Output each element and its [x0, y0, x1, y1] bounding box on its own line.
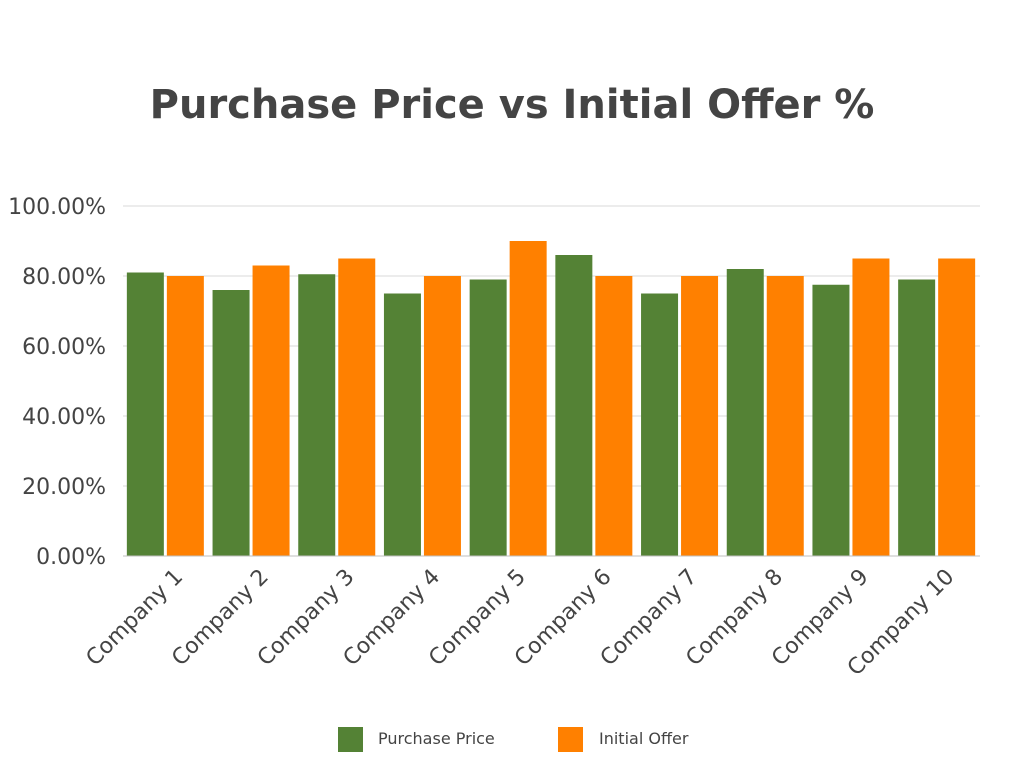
bars	[126, 241, 976, 556]
legend-swatch	[338, 727, 363, 752]
bar-purchase-price	[126, 272, 164, 556]
bar-purchase-price	[726, 269, 764, 556]
y-tick-label: 0.00%	[36, 545, 106, 570]
bar-initial-offer	[681, 276, 719, 556]
chart-title: Purchase Price vs Initial Offer %	[150, 82, 875, 128]
bar-purchase-price	[555, 255, 593, 556]
bar-purchase-price	[212, 290, 250, 556]
bar-purchase-price	[298, 274, 336, 556]
bar-purchase-price	[898, 279, 936, 556]
y-tick-label: 60.00%	[22, 335, 106, 360]
bar-initial-offer	[766, 276, 804, 556]
y-axis-ticks: 0.00% 20.00% 40.00% 60.00% 80.00% 100.00%	[8, 195, 106, 570]
bar-purchase-price	[469, 279, 507, 556]
bar-initial-offer	[423, 276, 461, 556]
gridlines	[123, 205, 980, 487]
legend-swatch	[558, 727, 583, 752]
bar-initial-offer	[252, 265, 290, 556]
legend-label: Purchase Price	[378, 729, 495, 748]
bar-purchase-price	[641, 293, 679, 556]
bar-initial-offer	[166, 276, 204, 556]
bar-purchase-price	[383, 293, 421, 556]
y-tick-label: 20.00%	[22, 475, 106, 500]
y-tick-label: 100.00%	[8, 195, 106, 220]
bar-initial-offer	[595, 276, 633, 556]
y-tick-label: 80.00%	[22, 265, 106, 290]
bar-initial-offer	[938, 258, 976, 556]
y-tick-label: 40.00%	[22, 405, 106, 430]
bar-initial-offer	[509, 241, 547, 556]
legend: Purchase Price Initial Offer	[338, 727, 689, 752]
bar-initial-offer	[852, 258, 890, 556]
legend-label: Initial Offer	[599, 729, 689, 748]
bar-initial-offer	[338, 258, 376, 556]
bar-purchase-price	[812, 284, 850, 556]
